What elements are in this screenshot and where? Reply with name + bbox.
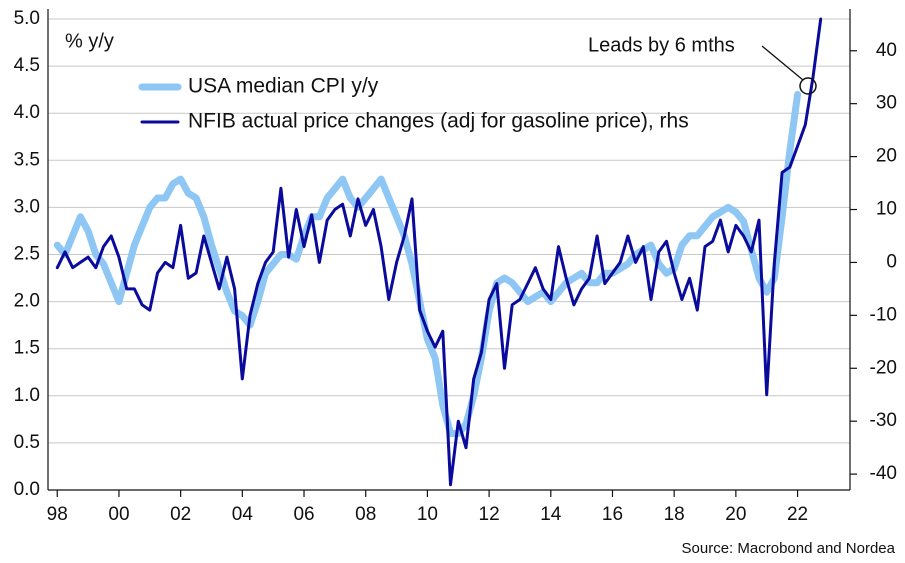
y-tick-label: 5.0 xyxy=(14,8,40,29)
y-tick-label: 0.0 xyxy=(14,479,40,500)
x-tick-label: 06 xyxy=(293,504,314,525)
y2-tick-label: -30 xyxy=(870,410,897,431)
y-tick-label: 3.0 xyxy=(14,196,40,217)
annotation-arrow xyxy=(761,45,804,81)
y-axis-label: % y/y xyxy=(65,30,114,52)
legend-label: NFIB actual price changes (adj for gasol… xyxy=(188,110,689,133)
y-tick-label: 2.0 xyxy=(14,291,40,312)
annotation: Leads by 6 mths xyxy=(588,34,735,56)
y-tick-label: 4.5 xyxy=(14,55,40,76)
x-tick-label: 20 xyxy=(725,504,746,525)
y-tick-label: 2.5 xyxy=(14,244,40,265)
y-tick-label: 1.5 xyxy=(14,338,40,359)
x-tick-label: 16 xyxy=(602,504,623,525)
x-tick-label: 10 xyxy=(417,504,438,525)
plot: 0.0 0.5 1.0 1.5 2.0 2.5 3.0 3.5 4.0 4.5 5.0 -40 -30 -… xyxy=(14,8,897,525)
y2-tick-label: 10 xyxy=(876,199,897,220)
y-tick-label: 3.5 xyxy=(14,149,40,170)
x-tick-label: 14 xyxy=(540,504,562,525)
y2-tick-label: -10 xyxy=(870,304,897,325)
x-tick-label: 18 xyxy=(664,504,685,525)
y-tick-label: 0.5 xyxy=(14,432,40,453)
x-tick-label: 98 xyxy=(47,504,68,525)
y-tick-label: 4.0 xyxy=(14,102,40,123)
x-tick-label: 08 xyxy=(355,504,376,525)
series-line xyxy=(55,17,823,487)
x-tick-label: 04 xyxy=(232,504,254,525)
x-tick-label: 00 xyxy=(108,504,129,525)
y2-tick-label: 30 xyxy=(876,93,897,114)
x-tick-label: 22 xyxy=(787,504,808,525)
x-tick-label: 02 xyxy=(170,504,191,525)
source: Source: Macrobond and Nordea xyxy=(682,540,896,557)
x-tick-label: 12 xyxy=(479,504,500,525)
y2-tick-label: 20 xyxy=(876,146,897,167)
y-tick-label: 1.0 xyxy=(14,385,40,406)
y2-tick-label: 40 xyxy=(876,40,897,61)
y2-tick-label: -20 xyxy=(870,357,897,378)
legend-label: USA median CPI y/y xyxy=(188,75,379,98)
annotation-circle xyxy=(799,77,817,95)
y2-tick-label: 0 xyxy=(886,251,897,272)
y2-tick-label: -40 xyxy=(870,463,897,484)
